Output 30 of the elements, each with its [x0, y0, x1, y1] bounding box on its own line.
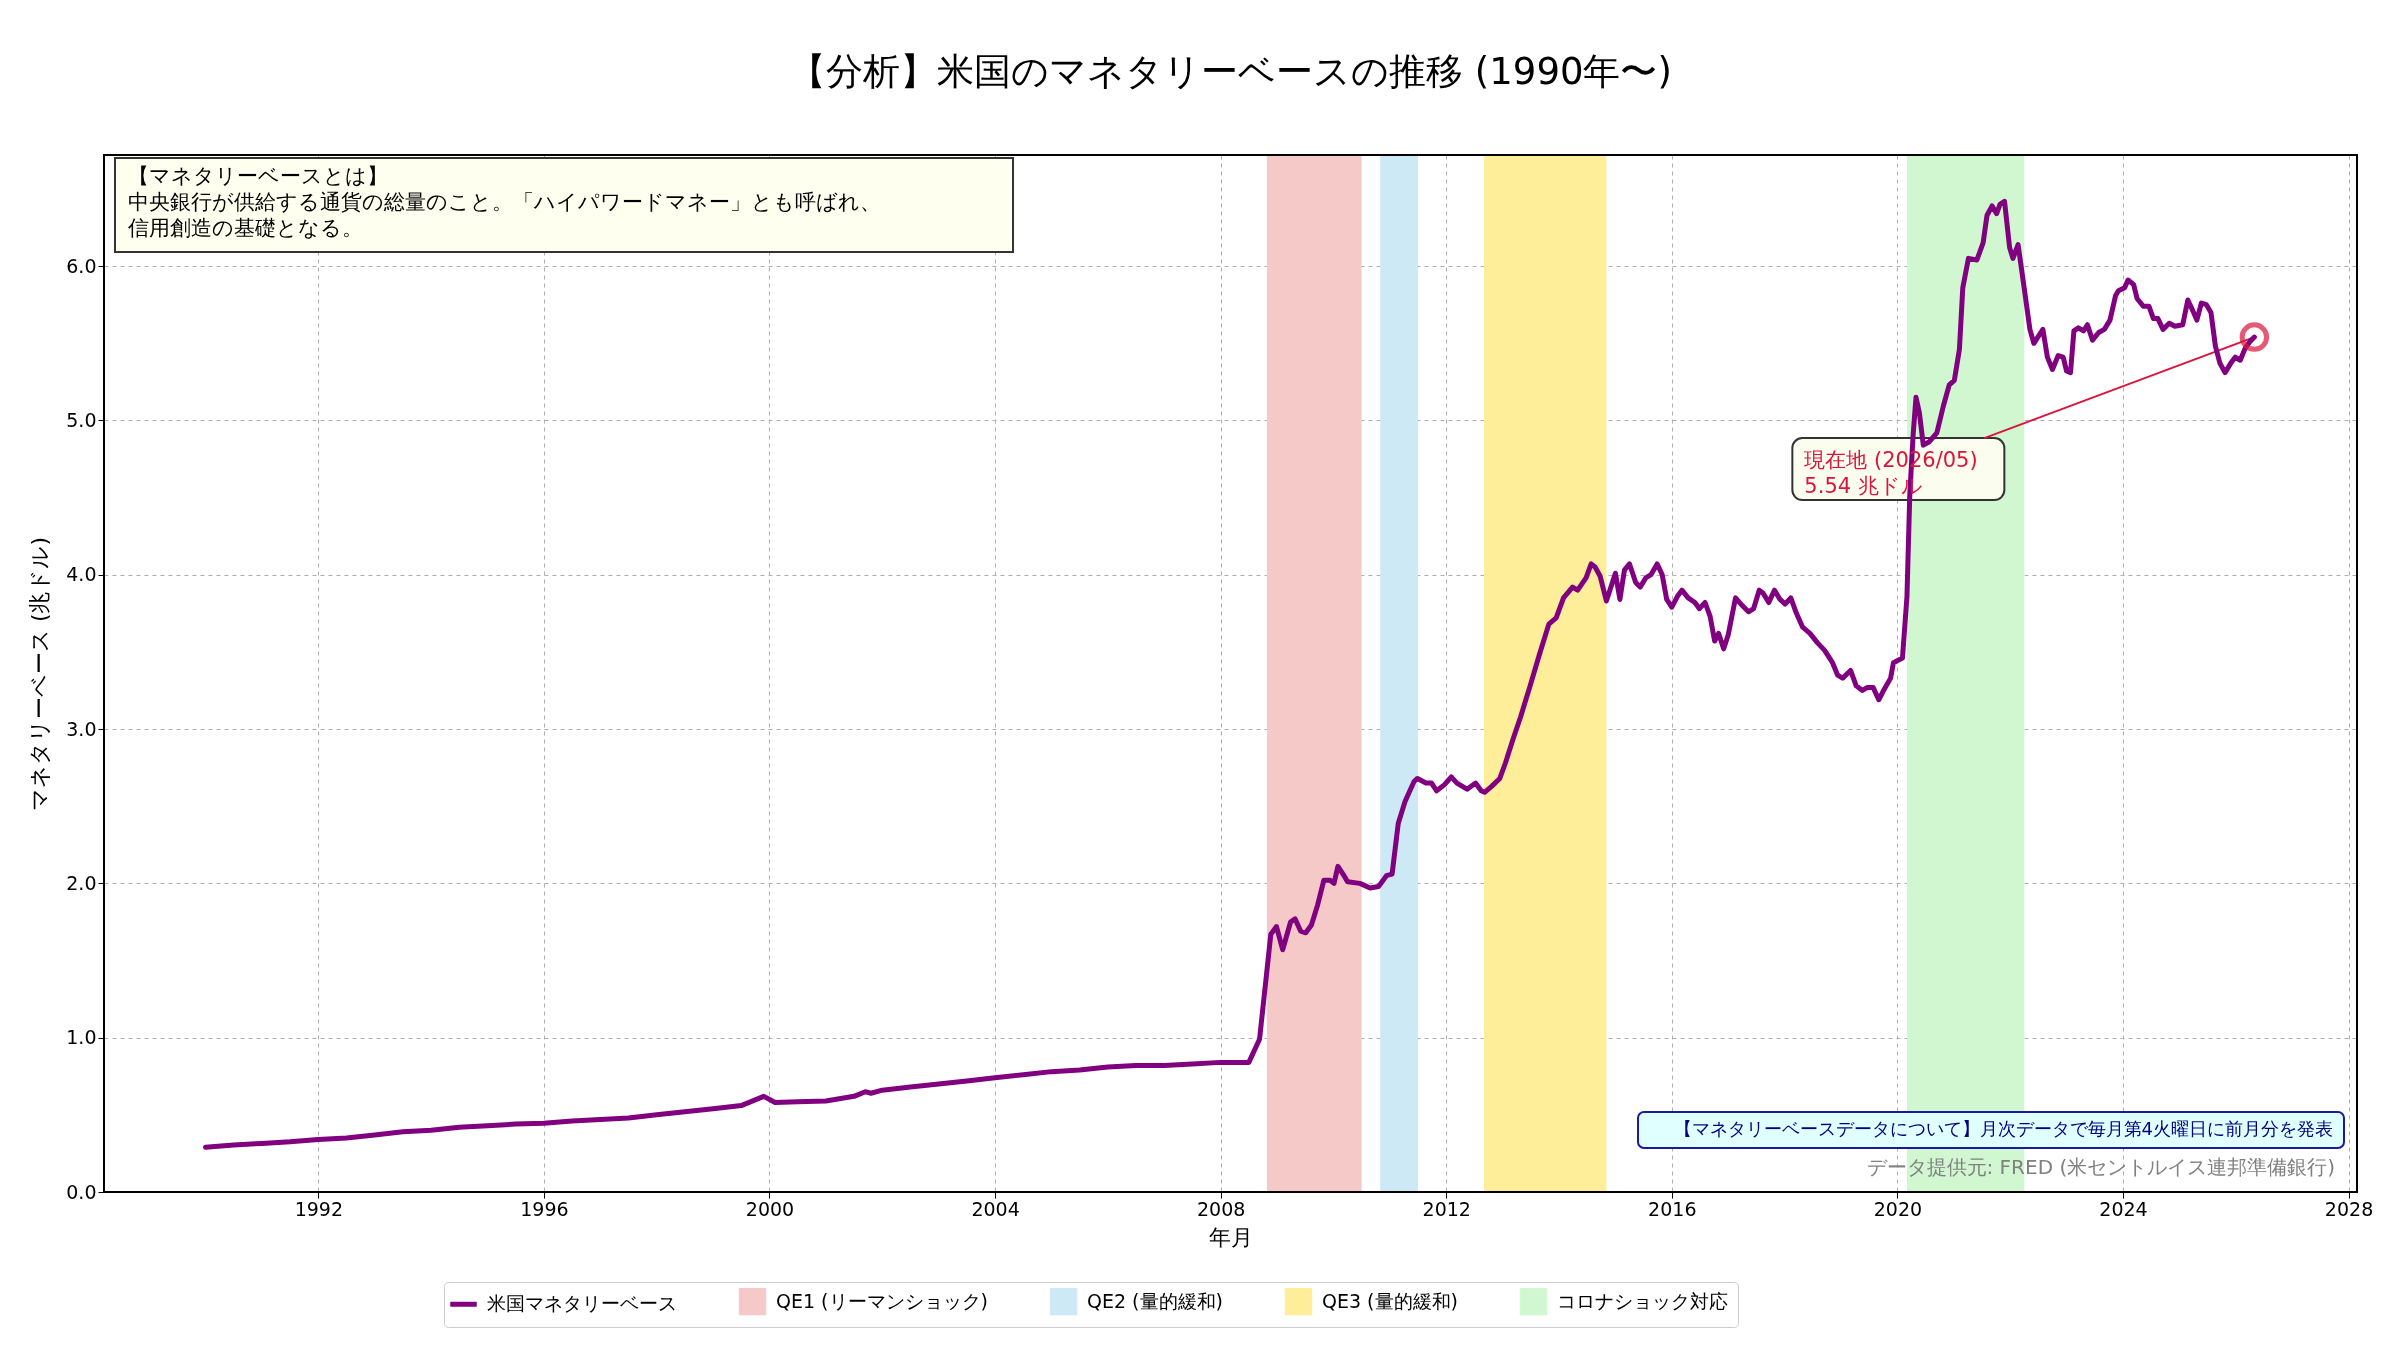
- legend-label: QE1 (リーマンショック): [776, 1289, 988, 1312]
- annotation: 【マネタリーベースデータについて】月次データで毎月第4火曜日に前月分を発表: [1673, 1118, 2333, 1139]
- y-axis-title: マネタリーベース (兆ドル): [27, 536, 53, 812]
- annotation: データ提供元: FRED (米セントルイス連邦準備銀行): [1866, 1155, 2335, 1179]
- x-tick-label: 2024: [2099, 1197, 2148, 1220]
- note-box: 【マネタリーベースとは】 中央銀行が供給する通貨の総量のこと。「ハイパワードマネー」とも呼ばれ、信用創造の基礎となる。: [114, 157, 1014, 253]
- y-tick-label: 4.0: [66, 563, 97, 586]
- legend-label: QE2 (量的緩和): [1087, 1289, 1223, 1312]
- y-tick-label: 3.0: [66, 717, 97, 740]
- x-tick-label: 2020: [1873, 1197, 1923, 1220]
- annotation: 【マネタリーベースとは】: [128, 163, 389, 189]
- x-tick-label: 2012: [1422, 1197, 1471, 1220]
- y-tick-label: 0.0: [66, 1180, 97, 1203]
- x-tick-label: 2004: [971, 1197, 1020, 1220]
- x-tick-label: 2000: [745, 1197, 795, 1220]
- y-tick-label: 1.0: [66, 1026, 97, 1049]
- legend-label: QE3 (量的緩和): [1322, 1289, 1458, 1312]
- annotation: 中央銀行が供給する通貨の総量のこと。「ハイパワードマネー」とも呼ばれ、信用創造の基礎となる。: [128, 189, 882, 241]
- y-tick-label: 2.0: [66, 871, 97, 894]
- x-axis-title: 年月: [1209, 1224, 1253, 1250]
- x-tick-label: 2016: [1648, 1197, 1697, 1220]
- x-tick-label: 1992: [294, 1197, 343, 1220]
- x-tick-label: 1996: [520, 1197, 569, 1220]
- chart-title: 【分析】米国のマネタリーベースの推移 (1990年〜): [789, 50, 1672, 93]
- x-tick-label: 2008: [1196, 1197, 1246, 1220]
- legend-label: 米国マネタリーベース: [487, 1292, 677, 1315]
- y-tick-label: 5.0: [66, 408, 97, 431]
- x-tick-label: 2028: [2324, 1197, 2374, 1220]
- y-tick-label: 6.0: [66, 254, 97, 277]
- legend-label: コロナショック対応: [1557, 1289, 1728, 1312]
